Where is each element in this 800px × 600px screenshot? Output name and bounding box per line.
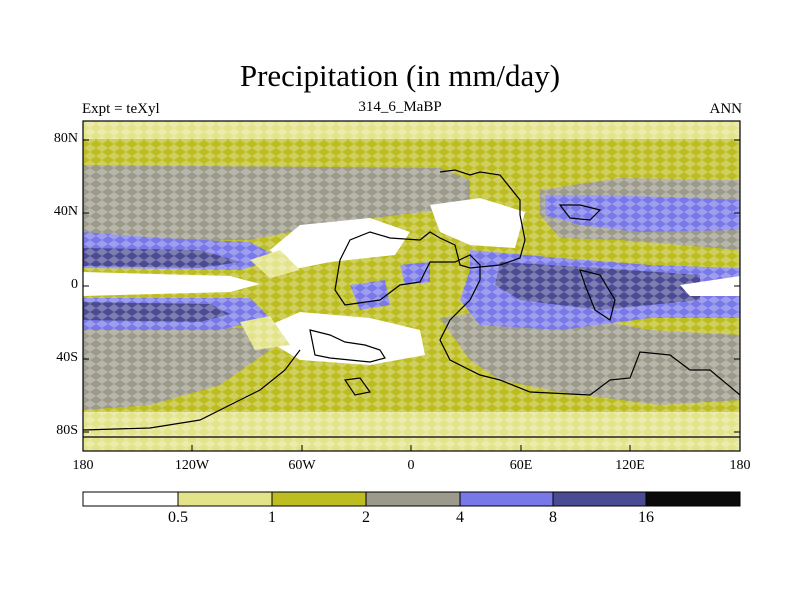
coastline-southern [82,349,301,431]
colorbar-swatch-6 [646,492,740,506]
lon-tick-label: 120E [615,458,645,473]
colorbar-label: 0.5 [168,509,188,526]
lon-tick-label: 0 [407,458,415,473]
coastline-main [334,169,741,396]
colorbar-frame [82,491,741,507]
coastlines [82,169,741,438]
colorbar-label: 8 [549,509,557,526]
stipple-overlay [83,121,740,451]
coastline-northeast-island [558,204,602,221]
lon-tick-label: 180 [729,458,751,473]
colorbar-label: 4 [456,509,464,526]
lat-tick-label: 40N [53,204,78,219]
experiment-label: Expt = teXyl [82,101,160,117]
time-label: 314_6_MaBP [358,99,442,115]
coastline-east-island [579,269,616,321]
colorbar-label: 16 [638,509,654,526]
lon-tick-label: 120W [174,458,210,473]
season-label: ANN [709,101,743,117]
lat-tick-label: 80N [53,131,78,146]
colorbar-swatch-1 [178,492,272,506]
colorbar-swatch-5 [553,492,646,506]
lat-tick-label: 80S [56,423,78,438]
tick-marks [82,139,741,451]
precip-field [83,121,740,451]
coastline-south-west [309,329,386,363]
lon-tick-label: 60E [509,458,533,473]
colorbar [82,491,741,507]
coastline-small-island [343,377,372,396]
colorbar-swatch-2 [272,492,366,506]
colorbar-label: 2 [362,509,370,526]
lon-tick-label: 180 [72,458,94,473]
lat-tick-label: 0 [71,277,78,292]
colorbar-swatch-0 [83,492,178,506]
lat-tick-label: 40S [56,350,78,365]
colorbar-label: 1 [268,509,276,526]
lon-tick-label: 60W [288,458,316,473]
figure-title: Precipitation (in mm/day) [239,58,561,93]
colorbar-swatch-3 [366,492,460,506]
colorbar-swatch-4 [460,492,553,506]
